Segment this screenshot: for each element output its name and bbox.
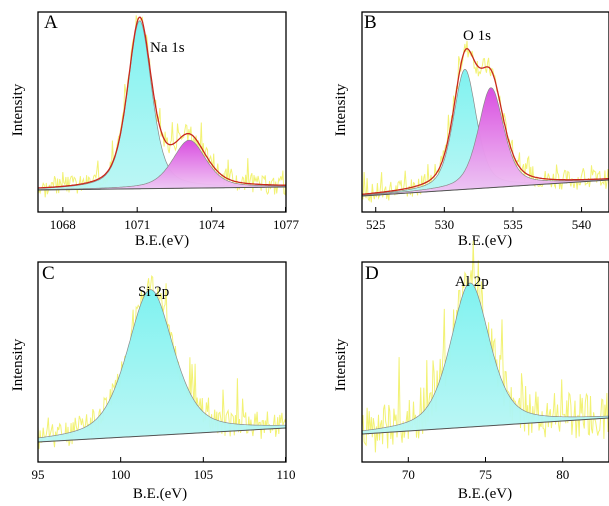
panel-b-title: O 1s bbox=[463, 28, 491, 44]
panel-b-baseline bbox=[361, 179, 609, 197]
panel-a-frame bbox=[37, 11, 287, 213]
panel-a-baseline bbox=[37, 186, 287, 191]
panel-d-letter: D bbox=[365, 263, 379, 284]
panel-b-xtick-label: 530 bbox=[435, 217, 455, 232]
panel-b-xtick-label: 540 bbox=[572, 217, 592, 232]
panel-c-xtick-label: 95 bbox=[32, 467, 45, 482]
panel-d-xtick-label: 70 bbox=[402, 467, 415, 482]
panel-c: 95 100 105 110 C Si 2p B.E.(eV) Intensity bbox=[10, 261, 296, 502]
panel-b-letter: B bbox=[364, 12, 377, 33]
panel-c-baseline bbox=[37, 427, 287, 443]
panel-b-xtick-label: 525 bbox=[366, 217, 386, 232]
panel-d: 70 75 80 D Al 2p B.E.(eV) Intensity bbox=[333, 240, 609, 502]
panel-a-xtick-label: 1068 bbox=[50, 217, 76, 232]
panel-c-xtick-label: 110 bbox=[276, 467, 295, 482]
panel-a-envelope bbox=[37, 16, 286, 189]
panel-b-xlabel: B.E.(eV) bbox=[458, 233, 512, 249]
panel-c-xlabel: B.E.(eV) bbox=[133, 486, 187, 502]
panel-a-title: Na 1s bbox=[150, 40, 185, 56]
panel-b-envelope bbox=[361, 47, 609, 195]
panel-c-title: Si 2p bbox=[138, 284, 169, 300]
panel-c-letter: C bbox=[42, 263, 55, 284]
panel-a-xlabel: B.E.(eV) bbox=[135, 233, 189, 249]
panel-a: 1068 1071 1074 1077 A Na 1s B.E.(eV) Intens… bbox=[10, 11, 300, 249]
panel-a-ylabel: Intensity bbox=[10, 83, 26, 136]
panel-b: 525 530 535 540 B O 1s B.E.(eV) Intensity bbox=[333, 11, 609, 249]
panel-a-xtick-label: 1071 bbox=[124, 217, 150, 232]
panel-b-frame bbox=[361, 11, 609, 213]
panel-b-xtick-label: 535 bbox=[503, 217, 523, 232]
panel-d-xlabel: B.E.(eV) bbox=[458, 486, 512, 502]
panel-c-xtick-label: 105 bbox=[194, 467, 214, 482]
panel-a-letter: A bbox=[44, 12, 58, 33]
panel-b-plot: 525 530 535 540 bbox=[361, 11, 609, 232]
panel-c-ylabel: Intensity bbox=[10, 338, 26, 391]
panel-d-xtick-label: 80 bbox=[556, 467, 569, 482]
panel-a-xtick-label: 1077 bbox=[273, 217, 300, 232]
panel-d-plot: 70 75 80 bbox=[361, 240, 609, 482]
panel-c-plot: 95 100 105 110 bbox=[32, 261, 296, 482]
panel-a-xtick-label: 1074 bbox=[199, 217, 226, 232]
panel-d-baseline bbox=[361, 417, 609, 435]
panel-b-ylabel: Intensity bbox=[333, 83, 349, 136]
panel-c-xtick-label: 100 bbox=[111, 467, 131, 482]
panel-d-ylabel: Intensity bbox=[333, 338, 349, 391]
panel-c-raw-spectrum bbox=[37, 274, 287, 449]
panel-a-plot: 1068 1071 1074 1077 bbox=[37, 11, 300, 232]
panel-d-title: Al 2p bbox=[455, 274, 489, 290]
panel-d-xtick-label: 75 bbox=[479, 467, 492, 482]
panel-c-frame bbox=[37, 261, 287, 463]
